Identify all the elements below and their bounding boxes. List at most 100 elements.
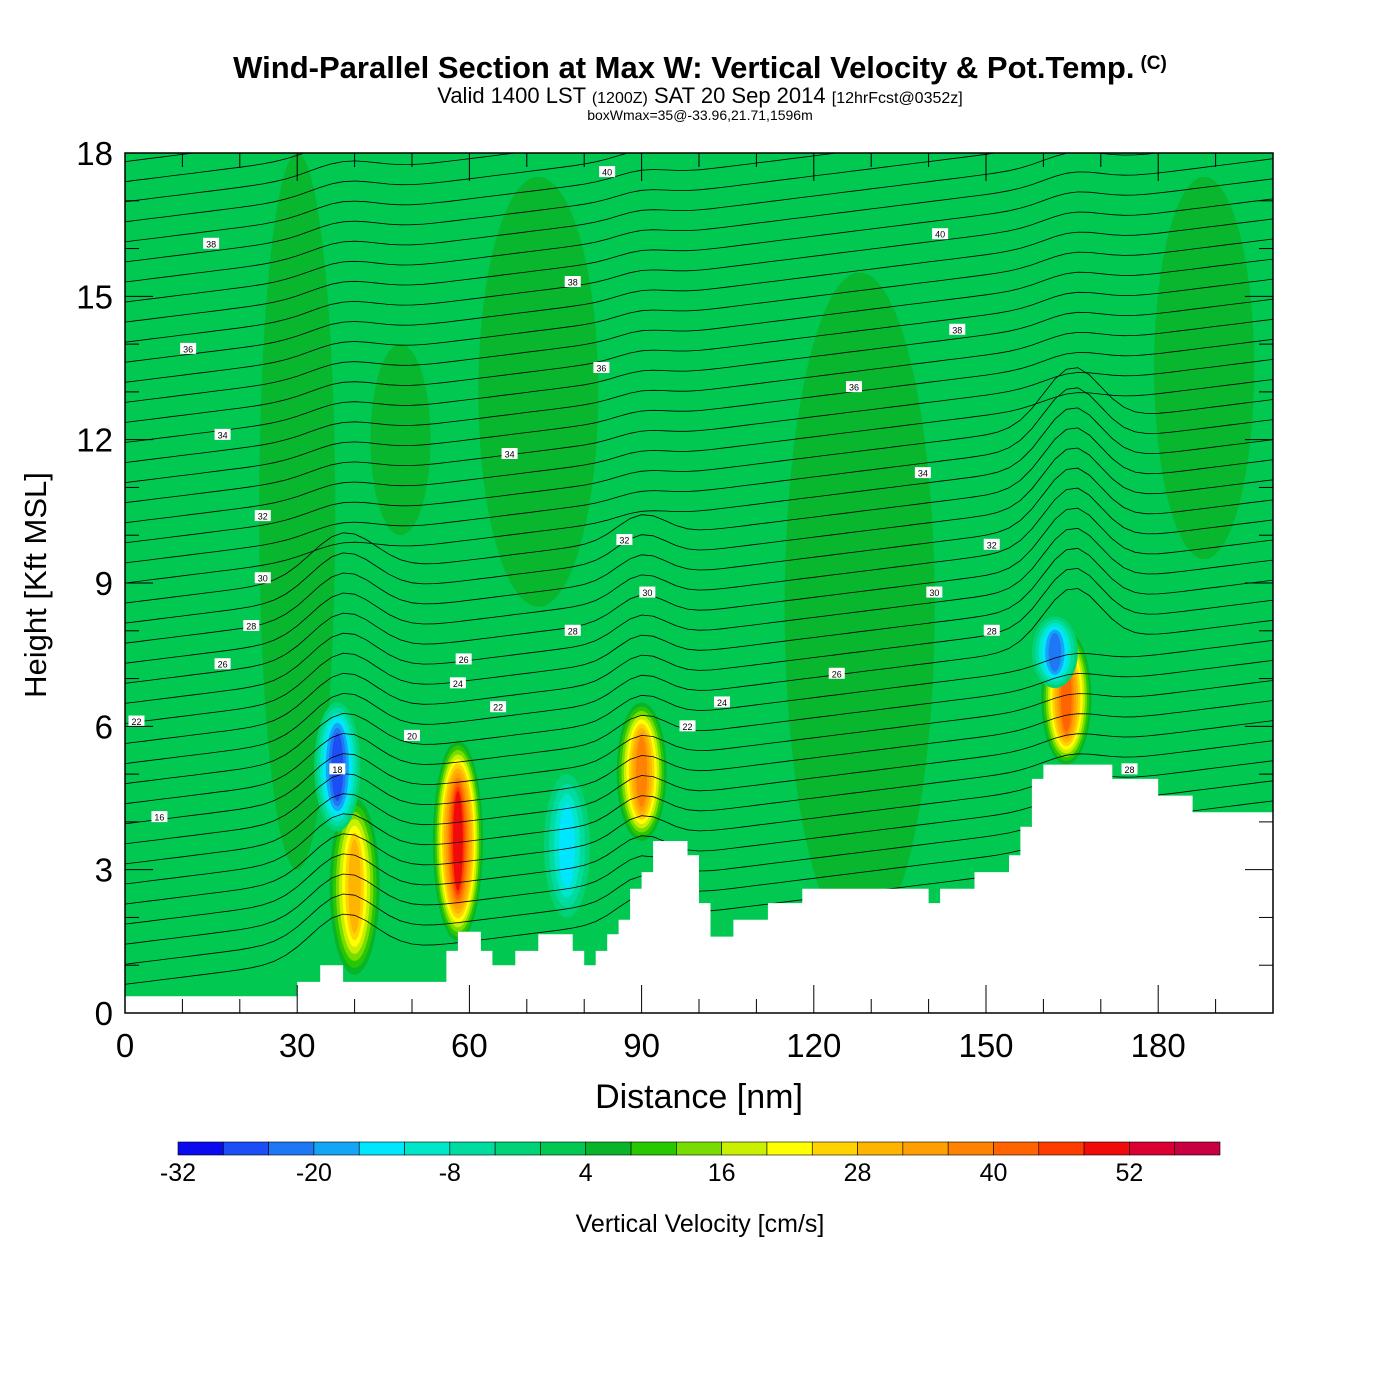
weak-updraft-band xyxy=(370,344,431,536)
isentrope-label-box xyxy=(449,677,466,689)
isentrope-label-text: 28 xyxy=(987,626,997,636)
isentrope-line xyxy=(125,447,1273,624)
isentrope-line xyxy=(125,507,1273,684)
isentrope-label-text: 34 xyxy=(505,450,515,460)
isentrope-line xyxy=(125,158,1273,303)
isentrope-label-box xyxy=(828,667,845,679)
colorbar-swatch xyxy=(1129,1141,1175,1156)
isentrope-label: 30 xyxy=(926,586,943,598)
colorbar-swatch xyxy=(358,1141,405,1156)
isentrope-label-box xyxy=(214,428,231,440)
terrain-polygon xyxy=(125,764,1273,1013)
chart-title-text: Wind-Parallel Section at Max W: Vertical… xyxy=(233,50,1135,85)
isentrope-label-text: 28 xyxy=(568,626,578,636)
isentrope-line xyxy=(125,218,1273,363)
isentrope-line xyxy=(125,639,1273,785)
isentrope-line xyxy=(125,153,998,263)
x-tick-label: 180 xyxy=(1131,1027,1186,1064)
isentrope-label: 24 xyxy=(713,696,730,708)
isentrope-label-box xyxy=(983,624,1000,636)
colorbar-swatch xyxy=(177,1141,224,1156)
updraft-core xyxy=(348,839,361,934)
chart-title: Wind-Parallel Section at Max W: Vertical… xyxy=(0,50,1400,86)
isentrope-label: 34 xyxy=(914,467,931,479)
colorbar: -32 -20 -8 4 16 28 40 52 xyxy=(160,1141,1221,1187)
isentrope-label: 28 xyxy=(1121,763,1138,775)
isentrope-label-box xyxy=(593,362,610,373)
isentrope-line xyxy=(125,407,1273,584)
isentrope-line xyxy=(125,0,1273,122)
isentrope-label-box xyxy=(214,658,231,670)
colorbar-tick-label: 16 xyxy=(708,1159,736,1187)
isentrope-label-text: 30 xyxy=(642,588,652,598)
isentrope-label-text: 34 xyxy=(918,469,928,479)
isentrope-label: 38 xyxy=(564,276,581,288)
isentrope-label: 34 xyxy=(501,448,518,460)
isentrope-label-box xyxy=(329,763,346,775)
isentrope-line xyxy=(125,680,1273,825)
isentrope-label-text: 22 xyxy=(683,722,693,732)
isentrope-line xyxy=(125,153,198,162)
isentrope-line xyxy=(125,427,1273,604)
isentrope-label-text: 36 xyxy=(596,364,606,374)
isentrope-label-box xyxy=(404,729,420,741)
isentrope-label-box xyxy=(639,586,656,598)
isentrope-label-text: 32 xyxy=(987,540,997,550)
isentrope-line xyxy=(125,467,1273,644)
isentrope-label: 32 xyxy=(254,510,271,522)
isentrope-label-box xyxy=(914,467,931,479)
y-tick-label: 0 xyxy=(95,995,113,1032)
y-tick-label: 15 xyxy=(76,278,113,315)
isentrope-label: 30 xyxy=(639,586,656,598)
x-tick-label: 0 xyxy=(116,1027,134,1064)
isentrope-label-box xyxy=(599,166,616,178)
isentrope-label-box xyxy=(616,534,633,545)
colorbar-swatch xyxy=(630,1141,677,1156)
x-axis-label: Distance [nm] xyxy=(595,1078,803,1116)
isentrope-label: 28 xyxy=(243,620,260,632)
colorbar-swatch xyxy=(1174,1141,1221,1156)
isentrope-label-box xyxy=(932,228,949,240)
isentrope-label-box xyxy=(679,720,696,732)
isentrope-label: 32 xyxy=(616,534,633,546)
isentrope-label-box xyxy=(926,586,943,598)
isentrope-line xyxy=(125,153,630,223)
isentrope-label: 18 xyxy=(329,763,346,775)
isentrope-label-box xyxy=(983,538,1000,550)
isentrope-label-text: 26 xyxy=(218,660,228,670)
colorbar-tick-label: 28 xyxy=(844,1159,872,1187)
isentrope-label-text: 32 xyxy=(619,536,629,546)
isentrope-label-text: 22 xyxy=(131,717,141,727)
copyright-mark: (C) xyxy=(1140,53,1167,74)
isentrope-label-text: 18 xyxy=(332,765,342,775)
isentrope-label-box xyxy=(254,572,271,584)
isentrope-label: 36 xyxy=(180,342,197,354)
updraft-core xyxy=(636,736,648,808)
isentrope-line xyxy=(125,0,1273,142)
isentrope-label-box xyxy=(713,696,730,708)
isentrope-line xyxy=(125,153,1161,283)
isentrope-line xyxy=(125,660,1273,805)
isentrope-label-box xyxy=(564,624,581,636)
colorbar-swatch xyxy=(947,1141,994,1156)
isentrope-label-text: 30 xyxy=(258,574,268,584)
x-tick-label: 30 xyxy=(279,1027,316,1064)
isentrope-line xyxy=(125,487,1273,664)
colorbar-swatch xyxy=(268,1141,315,1156)
isentrope-label-text: 40 xyxy=(602,168,612,178)
isentrope-line xyxy=(125,588,1273,764)
colorbar-swatch xyxy=(993,1141,1040,1156)
isentrope-label: 40 xyxy=(599,166,616,178)
colorbar-swatch xyxy=(449,1141,496,1156)
x-tick-label: 60 xyxy=(451,1027,488,1064)
isentrope-label: 16 xyxy=(151,811,168,823)
isentrope-line xyxy=(125,527,1273,704)
isentrope-label-text: 38 xyxy=(568,278,578,288)
colorbar-swatch xyxy=(721,1141,768,1156)
isentrope-label-text: 32 xyxy=(258,512,268,522)
isentrope-label-text: 16 xyxy=(154,813,164,823)
isentrope-line xyxy=(125,338,1273,484)
isentrope-label: 28 xyxy=(983,624,1000,636)
isentrope-line xyxy=(125,567,1273,744)
